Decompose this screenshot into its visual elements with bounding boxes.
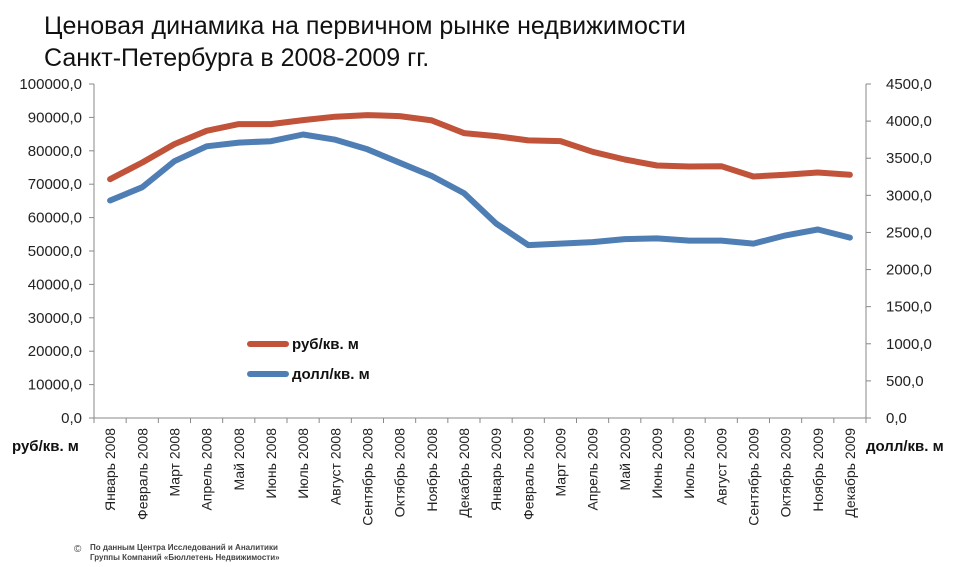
left-axis-tick-label: 40000,0 <box>28 276 82 293</box>
x-axis-category-label: Март 2008 <box>166 428 182 497</box>
series-line-usd <box>107 131 853 249</box>
x-axis-category-label: Ноябрь 2008 <box>424 428 440 512</box>
right-axis-tick-label: 1500,0 <box>886 299 932 316</box>
x-axis-category-label: Октябрь 2009 <box>778 428 794 518</box>
chart-title-line2: Санкт-Петербурга в 2008-2009 гг. <box>44 44 430 72</box>
right-axis-tick-label: 2500,0 <box>886 224 932 241</box>
copyright-icon: © <box>74 544 82 555</box>
right-axis-tick-label: 500,0 <box>886 373 924 390</box>
left-axis-tick-label: 10000,0 <box>28 377 82 394</box>
x-axis-category-label: Август 2009 <box>713 428 729 505</box>
right-axis-tick-label: 4500,0 <box>886 76 932 93</box>
left-axis-tick-label: 80000,0 <box>28 143 82 160</box>
right-axis-tick-label: 4000,0 <box>886 113 932 130</box>
right-axis-tick-label: 0,0 <box>886 410 907 427</box>
x-axis-category-label: Май 2008 <box>231 428 247 491</box>
chart-title-line1: Ценовая динамика на первичном рынке недв… <box>44 12 686 40</box>
left-axis-tick-label: 100000,0 <box>19 76 82 93</box>
left-axis-tick-label: 90000,0 <box>28 109 82 126</box>
x-axis-category-label: Март 2009 <box>552 428 568 497</box>
x-axis-category-label: Июнь 2009 <box>649 428 665 499</box>
legend-label-rub: руб/кв. м <box>292 336 359 353</box>
x-axis-category-label: Октябрь 2008 <box>392 428 408 518</box>
left-axis-tick-label: 60000,0 <box>28 210 82 227</box>
right-axis-tick-label: 3500,0 <box>886 150 932 167</box>
right-axis-tick-label: 3000,0 <box>886 187 932 204</box>
left-axis-ticks: 0,0 10000,0 20000,0 30000,0 40000,0 50000,0 60… <box>19 76 94 427</box>
legend: руб/кв. м долл/кв. м <box>247 336 370 383</box>
right-axis-tick-label: 1000,0 <box>886 336 932 353</box>
source-line2: Группы Компаний «Бюллетень Недвижимости» <box>90 553 280 562</box>
x-axis-category-label: Сентябрь 2009 <box>745 428 761 526</box>
left-axis-tick-label: 30000,0 <box>28 310 82 327</box>
source-line1: По данным Центра Исследований и Аналитик… <box>90 543 278 552</box>
left-axis-tick-label: 50000,0 <box>28 243 82 260</box>
right-axis-ticks: 0,0 500,0 1000,0 1500,0 2000,0 2500,0 3000,0 35… <box>866 76 932 427</box>
x-axis-category-label: Апрель 2009 <box>585 428 601 511</box>
x-axis-ticks: Январь 2008 Февраль 2008 Март 2008 Апрель 2… <box>93 418 867 526</box>
series-line-rub <box>107 112 853 183</box>
x-axis-category-label: Май 2009 <box>617 428 633 491</box>
x-axis-category-label: Январь 2008 <box>102 428 118 511</box>
chart-title: Ценовая динамика на первичном рынке недв… <box>44 10 686 74</box>
right-axis-unit-label: долл/кв. м <box>866 438 944 455</box>
x-axis-category-label: Апрель 2008 <box>199 428 215 511</box>
left-axis-tick-label: 70000,0 <box>28 176 82 193</box>
x-axis-category-label: Декабрь 2009 <box>842 428 858 518</box>
x-axis-category-label: Декабрь 2008 <box>456 428 472 518</box>
left-axis-tick-label: 20000,0 <box>28 343 82 360</box>
x-axis-category-label: Февраль 2009 <box>520 428 536 520</box>
series-lines <box>107 112 853 249</box>
x-axis-category-label: Февраль 2008 <box>134 428 150 520</box>
x-axis-category-label: Июль 2008 <box>295 428 311 499</box>
x-axis-category-label: Сентябрь 2008 <box>359 428 375 526</box>
x-axis-category-label: Август 2008 <box>327 428 343 505</box>
left-axis-tick-label: 0,0 <box>61 410 82 427</box>
legend-label-usd: долл/кв. м <box>292 366 370 383</box>
x-axis-category-label: Июнь 2008 <box>263 428 279 499</box>
x-axis-category-label: Ноябрь 2009 <box>810 428 826 512</box>
left-axis-unit-label: руб/кв. м <box>12 438 79 455</box>
x-axis-category-label: Июль 2009 <box>681 428 697 499</box>
right-axis-tick-label: 2000,0 <box>886 262 932 279</box>
x-axis-category-label: Январь 2009 <box>488 428 504 511</box>
